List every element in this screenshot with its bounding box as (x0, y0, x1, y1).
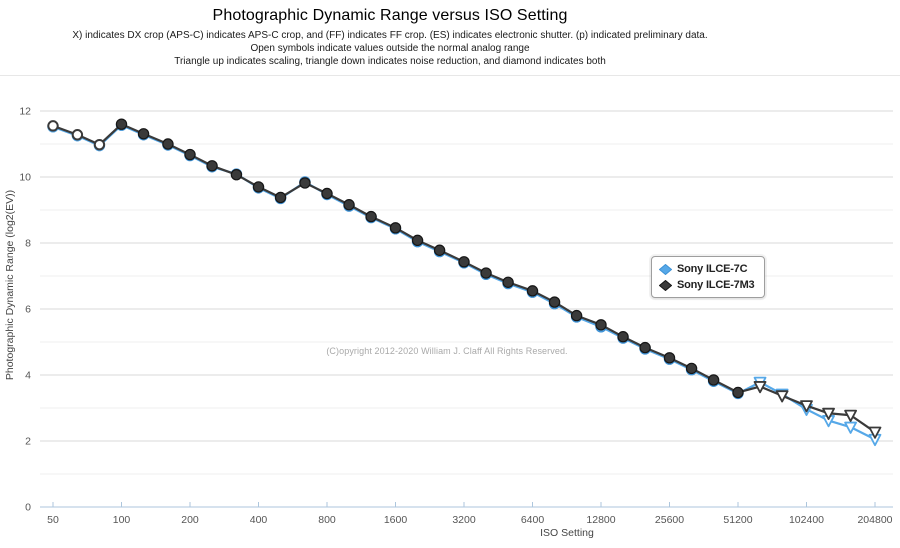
x-tick-label: 25600 (655, 514, 684, 526)
subtitle-crop-notes: X) indicates DX crop (APS-C) indicates A… (72, 30, 708, 41)
y-tick-label: 10 (19, 172, 31, 184)
data-point-circle (274, 191, 287, 204)
x-tick-label: 800 (318, 514, 336, 526)
y-tick-label: 4 (25, 370, 31, 382)
chart-header: Photographic Dynamic Range versus ISO Se… (0, 7, 780, 68)
data-point-circle (480, 267, 492, 279)
data-point-circle (639, 341, 651, 354)
data-point-circle (115, 118, 128, 130)
x-axis-title: ISO Setting (540, 527, 594, 539)
subtitle-triangle-note: Triangle up indicates scaling, triangle … (174, 56, 606, 67)
data-point-open-triangle-down (800, 400, 813, 413)
y-tick-label: 12 (19, 106, 31, 118)
data-point-circle (184, 148, 196, 161)
x-tick-label: 50 (47, 514, 59, 526)
y-tick-label: 6 (25, 304, 31, 316)
data-point-circle (137, 128, 150, 140)
y-tick-label: 8 (25, 238, 31, 250)
subtitle-open-symbols-note: Open symbols indicate values outside the… (250, 43, 530, 54)
x-tick-label: 1600 (384, 514, 408, 526)
data-point-circle (685, 362, 698, 375)
data-point-circle (595, 319, 607, 331)
data-point-circle (458, 256, 470, 268)
data-point-circle (548, 296, 561, 308)
y-axis: 0 2 4 6 8 10 12 (19, 106, 31, 514)
data-point-circle (162, 138, 174, 150)
x-tick-label: 400 (250, 514, 268, 526)
x-tick-label: 200 (181, 514, 199, 526)
data-point-open-circle (71, 129, 84, 141)
data-point-circle (663, 352, 676, 364)
data-point-circle (570, 309, 583, 322)
legend-item-sony-ilce-7c[interactable]: Sony ILCE-7C (659, 261, 754, 277)
x-tick-label: 51200 (723, 514, 752, 526)
data-point-circle (433, 244, 446, 256)
x-tick-label: 102400 (789, 514, 824, 526)
data-point-open-triangle-down (822, 407, 835, 420)
data-point-circle (411, 234, 424, 247)
data-point-open-circle (93, 138, 106, 151)
data-point-open-triangle-down (844, 421, 858, 434)
legend-box: Sony ILCE-7C Sony ILCE-7M3 (651, 256, 766, 298)
x-tick-label: 204800 (857, 514, 892, 526)
legend-label-sony-ilce-7c: Sony ILCE-7C (677, 263, 748, 275)
data-point-circle (230, 168, 243, 181)
series-sony-ilce-7m3 (47, 118, 882, 439)
copyright-text: (C)opyright 2012-2020 William J. Claff A… (326, 346, 568, 356)
y-axis-title: Photographic Dynamic Range (log2(EV)) (4, 190, 16, 380)
x-tick-label: 100 (113, 514, 131, 526)
data-point-open-triangle-down (844, 409, 858, 422)
data-point-circle (617, 331, 629, 343)
x-axis: 50 100 200 400 800 1600 3200 6400 12800 25600 5120… (40, 502, 893, 526)
y-tick-label: 2 (25, 436, 31, 448)
data-point-circle (299, 177, 311, 189)
data-point-circle (732, 386, 744, 399)
data-point-open-triangle-down (753, 381, 767, 394)
header-divider (0, 75, 900, 76)
data-point-open-triangle-down (775, 390, 789, 403)
data-point-circle (343, 199, 355, 211)
data-point-circle (365, 210, 377, 223)
gridlines (40, 110, 893, 475)
data-point-circle (526, 285, 539, 297)
x-tick-label: 6400 (521, 514, 545, 526)
x-tick-label: 12800 (586, 514, 615, 526)
y-tick-label: 0 (25, 502, 31, 514)
diamond-marker-icon (659, 263, 672, 275)
legend-item-sony-ilce-7m3[interactable]: Sony ILCE-7M3 (659, 277, 755, 293)
page-title: Photographic Dynamic Range versus ISO Se… (212, 7, 568, 24)
data-point-circle (389, 222, 402, 234)
data-point-open-circle (47, 120, 59, 132)
data-point-circle (707, 374, 720, 386)
diamond-marker-icon (659, 279, 672, 291)
data-point-circle (206, 160, 218, 172)
data-point-circle (252, 181, 265, 193)
x-tick-label: 3200 (452, 514, 476, 526)
legend-label-sony-ilce-7m3: Sony ILCE-7M3 (677, 279, 755, 291)
data-point-circle (502, 276, 514, 288)
data-point-open-triangle-down (868, 426, 882, 439)
data-point-circle (321, 187, 333, 200)
